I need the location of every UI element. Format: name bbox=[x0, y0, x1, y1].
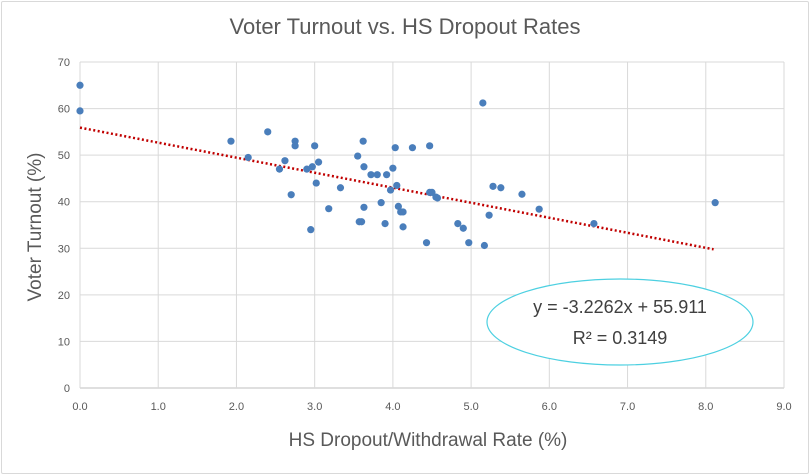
y-tick-label: 10 bbox=[58, 336, 70, 348]
data-point bbox=[393, 181, 401, 190]
data-point bbox=[590, 220, 598, 228]
x-tick-label: 7.0 bbox=[620, 401, 635, 413]
data-point bbox=[360, 203, 368, 211]
y-tick-label: 0 bbox=[64, 383, 70, 395]
data-point bbox=[399, 208, 407, 216]
data-point bbox=[386, 186, 395, 194]
data-point bbox=[359, 137, 367, 145]
data-points bbox=[76, 81, 719, 250]
data-point bbox=[373, 171, 381, 179]
x-tick-label: 0.0 bbox=[72, 401, 87, 413]
data-point bbox=[422, 239, 431, 247]
data-point bbox=[383, 171, 391, 179]
x-tick-label: 8.0 bbox=[698, 401, 713, 413]
data-point bbox=[459, 224, 467, 232]
y-tick-label: 60 bbox=[58, 104, 70, 116]
data-point bbox=[433, 194, 442, 202]
data-point bbox=[354, 152, 362, 160]
data-point bbox=[76, 107, 84, 115]
data-point bbox=[336, 184, 345, 192]
y-tick-label: 40 bbox=[58, 197, 70, 209]
data-point bbox=[394, 202, 402, 210]
data-point bbox=[275, 165, 284, 173]
y-tick-label: 50 bbox=[58, 150, 70, 162]
data-point bbox=[480, 241, 489, 250]
data-point bbox=[489, 182, 497, 190]
data-point bbox=[244, 153, 252, 162]
x-axis-title: HS Dropout/Withdrawal Rate (%) bbox=[289, 430, 568, 451]
gridlines bbox=[79, 61, 785, 389]
data-point bbox=[391, 144, 399, 152]
data-point bbox=[325, 205, 333, 213]
y-axis-title: Voter Turnout (%) bbox=[25, 153, 46, 302]
x-tick-label: 4.0 bbox=[385, 401, 400, 413]
r-squared-label: R² = 0.3149 bbox=[573, 328, 668, 348]
data-point bbox=[314, 158, 323, 166]
data-point bbox=[308, 163, 316, 171]
data-point bbox=[367, 171, 375, 179]
trendline-equation: y = -3.2262x + 55.911 bbox=[533, 297, 707, 317]
data-point bbox=[303, 165, 311, 173]
x-axis-ticks: 0.0 1.0 2.0 3.0 4.0 5.0 6.0 7.0 8.0 9.0 bbox=[72, 401, 791, 413]
y-tick-label: 70 bbox=[58, 57, 70, 69]
data-point bbox=[485, 211, 493, 219]
data-point bbox=[399, 223, 407, 231]
x-tick-label: 5.0 bbox=[463, 401, 478, 413]
x-tick-label: 9.0 bbox=[776, 401, 791, 413]
data-point bbox=[711, 199, 719, 207]
data-point bbox=[535, 205, 543, 213]
x-tick-label: 2.0 bbox=[229, 401, 244, 413]
data-point bbox=[454, 220, 462, 228]
x-tick-label: 3.0 bbox=[307, 401, 322, 413]
data-point bbox=[408, 144, 417, 152]
data-point bbox=[76, 81, 84, 89]
data-point bbox=[377, 199, 385, 207]
data-point bbox=[291, 142, 299, 150]
data-point bbox=[358, 218, 366, 226]
data-point bbox=[281, 157, 289, 165]
x-tick-label: 1.0 bbox=[151, 401, 166, 413]
y-tick-label: 20 bbox=[58, 290, 70, 302]
data-point bbox=[311, 142, 319, 150]
data-point bbox=[227, 137, 235, 145]
data-point bbox=[479, 99, 487, 107]
data-point bbox=[497, 184, 505, 192]
equation-bubble bbox=[486, 278, 754, 366]
chart-title: Voter Turnout vs. HS Dropout Rates bbox=[230, 14, 581, 39]
y-tick-label: 30 bbox=[58, 243, 70, 255]
x-tick-label: 6.0 bbox=[542, 401, 557, 413]
data-point bbox=[264, 128, 272, 136]
data-point bbox=[389, 164, 397, 172]
data-point bbox=[518, 190, 526, 198]
data-point bbox=[312, 179, 320, 187]
data-point bbox=[287, 191, 295, 199]
data-point bbox=[426, 142, 434, 150]
data-point bbox=[360, 163, 368, 171]
data-point bbox=[381, 220, 389, 228]
data-point bbox=[465, 239, 473, 247]
y-axis-ticks: 0 10 20 30 40 50 60 70 bbox=[58, 57, 70, 395]
data-point bbox=[307, 226, 315, 234]
